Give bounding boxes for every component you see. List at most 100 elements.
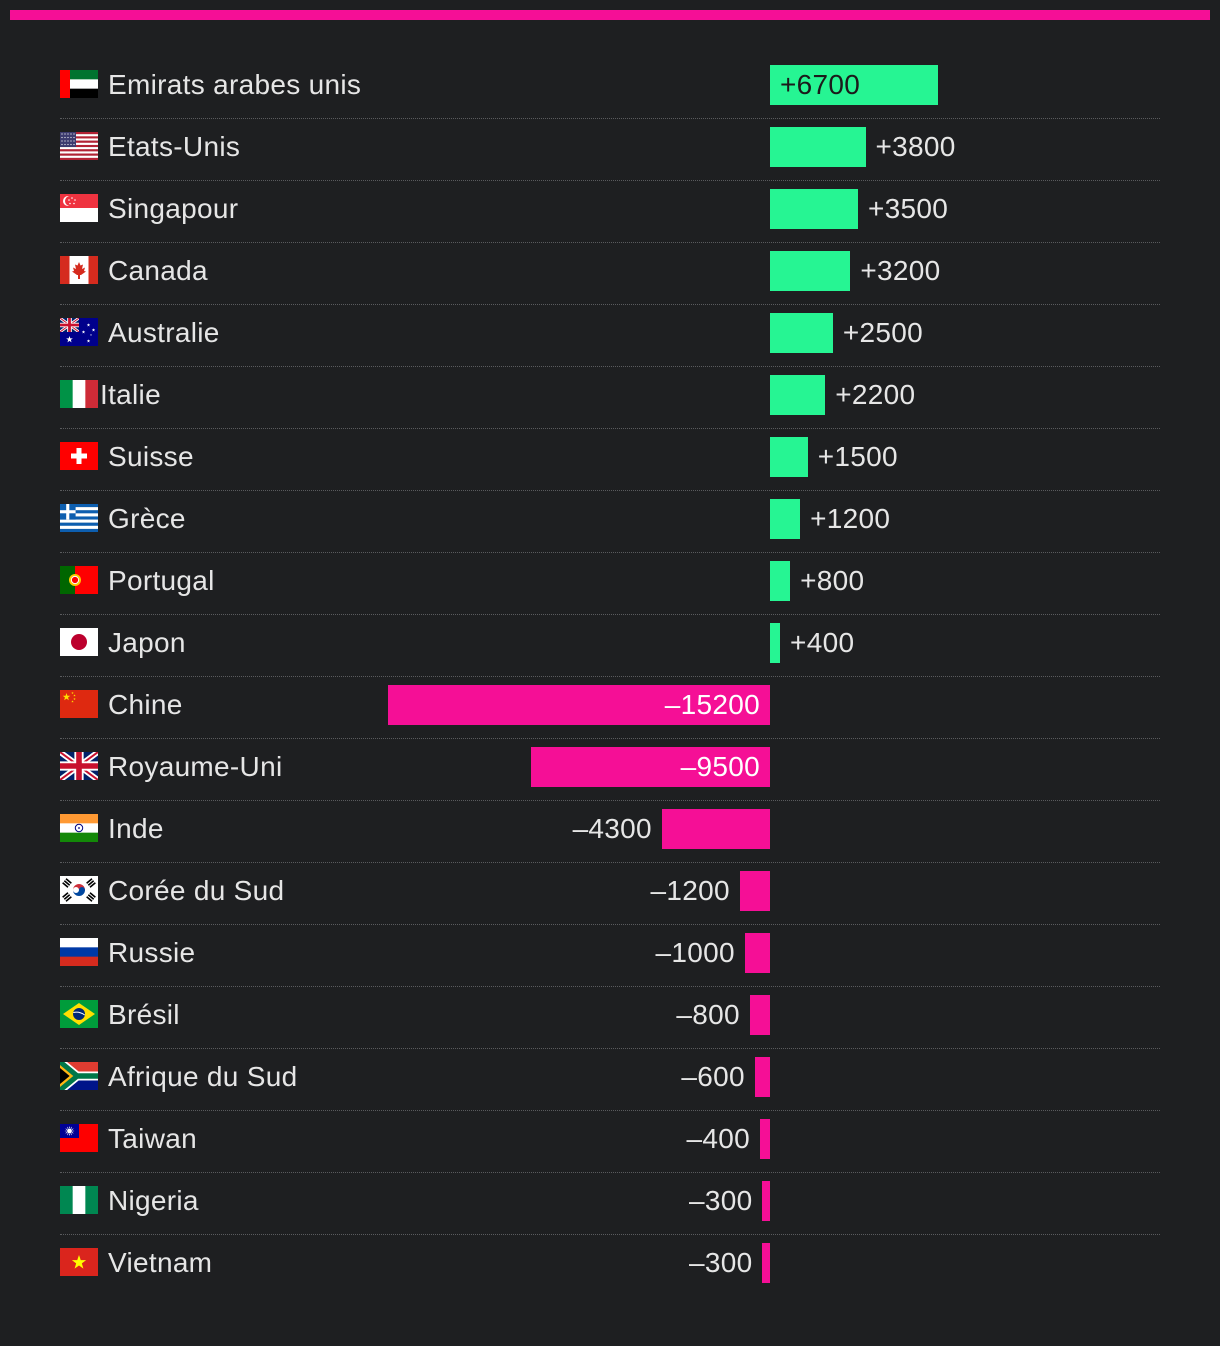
bar xyxy=(754,1057,770,1097)
gr-flag-icon xyxy=(60,504,98,532)
country-label: Brésil xyxy=(108,999,180,1030)
row-separator xyxy=(60,738,1160,739)
au-flag-icon xyxy=(60,318,98,346)
pt-flag-icon xyxy=(60,566,98,594)
country-label: Taiwan xyxy=(108,1123,197,1154)
chart-row: Singapour +3500 xyxy=(60,181,1160,243)
value-label: +400 xyxy=(790,627,855,658)
us-flag-icon xyxy=(60,132,98,160)
ru-flag-icon xyxy=(60,938,98,966)
value-label: +3200 xyxy=(860,255,941,286)
row-separator xyxy=(60,242,1160,243)
value-label: –400 xyxy=(686,1123,750,1154)
bar xyxy=(739,871,770,911)
bar xyxy=(388,685,770,725)
bar xyxy=(770,561,791,601)
row-separator xyxy=(60,676,1160,677)
country-label: Canada xyxy=(108,255,208,286)
value-label: +2500 xyxy=(842,317,923,348)
chart-row: Vietnam –300 xyxy=(60,1235,1160,1297)
value-label: –800 xyxy=(676,999,740,1030)
row-separator xyxy=(60,800,1160,801)
row-separator xyxy=(60,552,1160,553)
it-flag-icon xyxy=(60,380,98,408)
value-label: +3800 xyxy=(875,131,956,162)
bar xyxy=(749,995,770,1035)
country-label: Inde xyxy=(108,813,164,844)
in-flag-icon xyxy=(60,814,98,842)
chart-row: Italie +2200 xyxy=(60,367,1160,429)
chart-row: Royaume-Uni –9500 xyxy=(60,739,1160,801)
bar xyxy=(770,65,939,105)
vn-flag-icon xyxy=(60,1248,98,1276)
jp-flag-icon xyxy=(60,628,98,656)
country-label: Suisse xyxy=(108,441,194,472)
chart-row: Corée du Sud –1200 xyxy=(60,863,1160,925)
value-label: –1200 xyxy=(650,875,730,906)
row-separator xyxy=(60,180,1160,181)
bar xyxy=(770,127,866,167)
country-label: Japon xyxy=(108,627,186,658)
value-label: +1500 xyxy=(817,441,898,472)
country-label: Chine xyxy=(108,689,183,720)
kr-flag-icon xyxy=(60,876,98,904)
row-separator xyxy=(60,1172,1160,1173)
chart-row: Australie +2500 xyxy=(60,305,1160,367)
bar xyxy=(770,251,851,291)
bar xyxy=(531,747,770,787)
chart-row: Suisse +1500 xyxy=(60,429,1160,491)
chart-row: Etats-Unis +3800 xyxy=(60,119,1160,181)
chart-row: Canada +3200 xyxy=(60,243,1160,305)
ae-flag-icon xyxy=(60,70,98,98)
gb-flag-icon xyxy=(60,752,98,780)
row-separator xyxy=(60,862,1160,863)
value-label: –1000 xyxy=(655,937,735,968)
bar xyxy=(762,1181,770,1221)
country-label: Portugal xyxy=(108,565,215,596)
row-separator xyxy=(60,366,1160,367)
row-separator xyxy=(60,304,1160,305)
ca-flag-icon xyxy=(60,256,98,284)
country-label: Russie xyxy=(108,937,196,968)
tw-flag-icon xyxy=(60,1124,98,1152)
row-separator xyxy=(60,614,1160,615)
br-flag-icon xyxy=(60,1000,98,1028)
bar xyxy=(770,437,808,477)
row-separator xyxy=(60,490,1160,491)
sg-flag-icon xyxy=(60,194,98,222)
value-label: +1200 xyxy=(810,503,891,534)
country-label: Australie xyxy=(108,317,220,348)
top-accent-bar xyxy=(10,10,1210,20)
bar xyxy=(770,375,826,415)
value-label: –600 xyxy=(681,1061,745,1092)
chart-row: Portugal +800 xyxy=(60,553,1160,615)
country-label: Grèce xyxy=(108,503,186,534)
bar xyxy=(770,189,858,229)
country-label: Afrique du Sud xyxy=(108,1061,298,1092)
chart-row: Brésil –800 xyxy=(60,987,1160,1049)
bar xyxy=(744,933,770,973)
country-label: Nigeria xyxy=(108,1185,199,1216)
ch-flag-icon xyxy=(60,442,98,470)
bar xyxy=(759,1119,770,1159)
bar xyxy=(770,623,781,663)
ng-flag-icon xyxy=(60,1186,98,1214)
value-label: +3500 xyxy=(867,193,949,224)
row-separator xyxy=(60,986,1160,987)
chart-row: Japon +400 xyxy=(60,615,1160,677)
row-separator xyxy=(60,428,1160,429)
country-label: Etats-Unis xyxy=(108,131,241,162)
country-label: Emirats arabes unis xyxy=(108,69,362,100)
chart-row: Russie –1000 xyxy=(60,925,1160,987)
country-label: Singapour xyxy=(108,193,239,224)
chart-row: Emirats arabes unis +6700 xyxy=(60,57,1160,119)
chart-row: Chine –15200 xyxy=(60,677,1160,739)
bar xyxy=(770,313,833,353)
za-flag-icon xyxy=(60,1062,98,1090)
country-label: Corée du Sud xyxy=(108,875,285,906)
country-label: Vietnam xyxy=(108,1247,213,1278)
cn-flag-icon xyxy=(60,690,98,718)
value-label: –9500 xyxy=(680,751,760,782)
chart-row: Inde –4300 xyxy=(60,801,1160,863)
